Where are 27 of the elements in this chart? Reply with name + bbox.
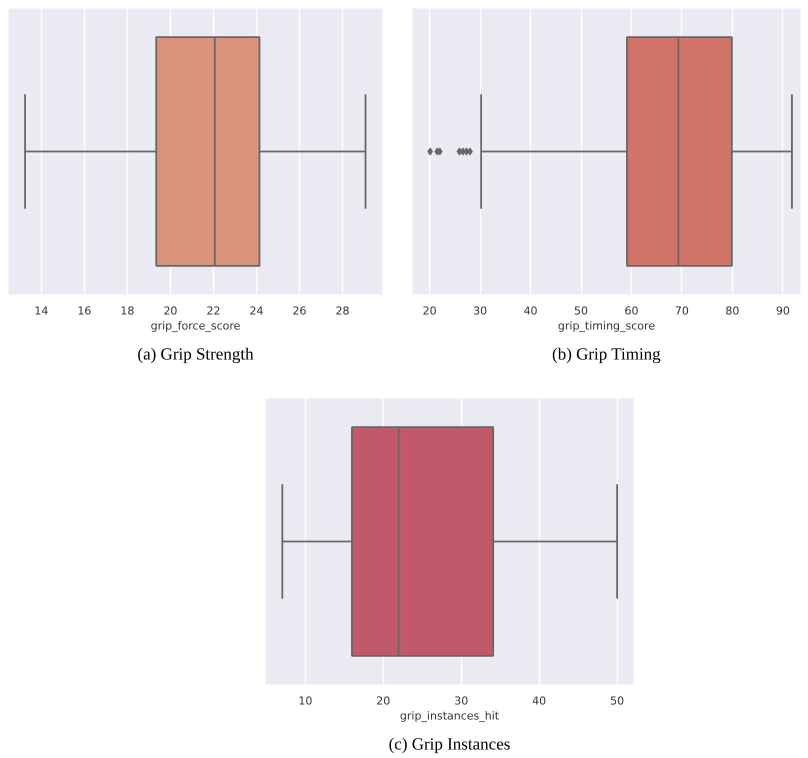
x-tick-label: 26 xyxy=(292,304,306,318)
x-tick-label: 50 xyxy=(610,694,624,708)
x-tick-label: 18 xyxy=(120,304,134,318)
x-tick-label: 20 xyxy=(422,304,437,318)
x-tick-label: 22 xyxy=(206,304,220,318)
x-axis-title: grip_timing_score xyxy=(558,320,656,332)
x-tick-label: 70 xyxy=(674,304,689,318)
x-tick-label: 80 xyxy=(725,304,740,318)
x-tick-label: 40 xyxy=(532,694,546,708)
x-axis-title: grip_force_score xyxy=(150,320,241,332)
x-tick-label: 60 xyxy=(624,304,638,318)
text: (b) Grip Timing xyxy=(552,344,662,364)
x-tick-label: 14 xyxy=(34,304,48,318)
x-tick-label: 10 xyxy=(298,694,312,708)
x-tick-label: 16 xyxy=(77,304,92,318)
x-tick-label: 30 xyxy=(473,304,488,318)
x-tick-label: 50 xyxy=(574,304,588,318)
x-axis-title: grip_instances_hit xyxy=(400,710,500,722)
text: (a) Grip Strength xyxy=(137,344,254,364)
x-tick-label: 90 xyxy=(776,304,790,318)
x-tick-label: 40 xyxy=(524,304,538,318)
x-tick-label: 20 xyxy=(376,694,390,708)
text: (c) Grip Instances xyxy=(388,734,510,754)
x-tick-label: 20 xyxy=(163,304,178,318)
x-tick-label: 28 xyxy=(336,304,350,318)
x-tick-label: 30 xyxy=(454,694,468,708)
x-tick-label: 24 xyxy=(249,304,264,318)
